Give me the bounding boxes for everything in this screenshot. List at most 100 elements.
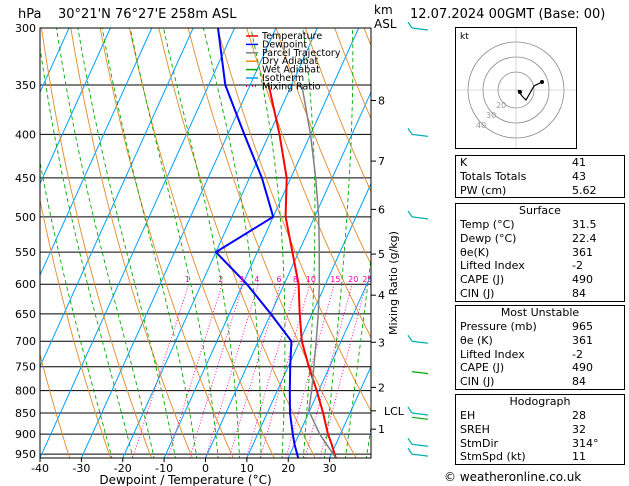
row-value: 31.5 (572, 218, 597, 231)
wet-adiabat-line (202, 28, 262, 458)
isotherm-line (80, 28, 277, 458)
hodograph-trace (517, 81, 543, 101)
mixing-ratio-line (189, 284, 244, 458)
x-tick-label: -40 (31, 462, 49, 475)
x-tick-label: -20 (114, 462, 132, 475)
row-value: 22.4 (572, 231, 597, 245)
hodograph-storm-motion (540, 80, 544, 84)
row-label: K (460, 156, 468, 169)
mixing-ratio-label: 25 (362, 275, 372, 284)
row-value: 11 (572, 450, 586, 464)
dry-adiabat-line (304, 28, 371, 193)
datetime-title: 12.07.2024 00GMT (Base: 00) (410, 7, 606, 22)
units-label: hPa (18, 7, 42, 22)
hodograph-ring-label: 20 (496, 101, 506, 110)
hodograph-origin (518, 90, 522, 94)
profile-parcel-trajectory (301, 84, 337, 458)
pressure-tick-label: 400 (15, 128, 36, 141)
legend-label: Mixing Ratio (262, 81, 321, 92)
wind-barb-shaft (411, 453, 429, 457)
row-label: Temp (°C) (460, 218, 515, 231)
mixing-ratio-line (304, 284, 353, 458)
row-label: θe (K) (460, 333, 493, 347)
wind-barb-shaft (411, 412, 429, 416)
mixing-ratio-label: 20 (348, 275, 358, 284)
row-value: 490 (572, 361, 593, 375)
pressure-tick-label: 550 (15, 246, 36, 259)
mixing-ratio-label: 1 (185, 275, 190, 284)
wet-adiabat-line (77, 28, 176, 458)
row-value: 965 (572, 320, 593, 333)
wind-barbs (407, 21, 429, 457)
pressure-tick-label: 450 (15, 172, 36, 185)
mixing-ratio-line (228, 284, 281, 458)
table-row: StmDir 314° (456, 437, 624, 451)
table-row: CIN (J) 84 (456, 375, 624, 389)
row-label: StmSpd (kt) (460, 450, 526, 464)
table-row: θe(K) 361 (456, 246, 624, 260)
dry-adiabat-line (40, 197, 112, 458)
wet-adiabat-line (302, 28, 316, 458)
table-row: Temp (°C) 31.5 (456, 218, 624, 232)
hodograph: kt 20 30 40 (455, 27, 577, 149)
dry-adiabat-line (40, 352, 71, 458)
legend-label: Dewpoint (262, 39, 307, 50)
table-row: K 41 (456, 156, 624, 170)
row-value: 28 (572, 409, 586, 422)
surface-panel: Surface Temp (°C) 31.5 Dewp (°C) 22.4 θe(K) 3… (455, 203, 625, 302)
wind-barb-flag (407, 437, 413, 445)
wind-barb-flag (407, 21, 413, 29)
row-value: 490 (572, 273, 593, 287)
table-row: Lifted Index -2 (456, 259, 624, 273)
mixing-ratio-line (132, 284, 190, 458)
pressure-tick-label: 950 (15, 448, 36, 461)
hodograph-panel: Hodograph EH 28 SREH 32 StmDir 314° StmSpd (kt… (455, 394, 625, 466)
wet-adiabat-line (345, 254, 371, 458)
wind-barb-flag (407, 406, 413, 414)
pressure-tick-label: 300 (15, 22, 36, 35)
wind-barb-flag (407, 210, 413, 218)
row-label: CAPE (J) (460, 361, 505, 375)
pressure-tick-label: 800 (15, 385, 36, 398)
x-tick-label: 20 (281, 462, 295, 475)
isotherm-line (329, 365, 371, 458)
wind-barb-shaft (411, 416, 429, 420)
mixing-ratio-line (205, 284, 259, 458)
isotherm-line (40, 28, 235, 458)
pressure-tick-label: 350 (15, 79, 36, 92)
wind-barb-shaft (411, 27, 429, 31)
row-label: CIN (J) (460, 375, 495, 389)
row-value: 43 (572, 169, 586, 183)
legend-label: Dry Adiabat (262, 56, 319, 67)
wet-adiabat-line (56, 28, 155, 458)
indices-panel: K 41 Totals Totals 43 PW (cm) 5.62 (455, 155, 625, 199)
hodograph-unit-label: kt (460, 32, 469, 42)
mixing-ratio-label: 10 (306, 275, 316, 284)
x-tick-label: 30 (323, 462, 337, 475)
x-tick-label: 0 (202, 462, 209, 475)
km-tick-label: 7 (378, 155, 385, 168)
table-row: Lifted Index -2 (456, 348, 624, 362)
table-row: PW (cm) 5.62 (456, 184, 624, 198)
wind-barb-shaft (411, 340, 429, 344)
table-row: CIN (J) 84 (456, 287, 624, 301)
dry-adiabat-line (187, 28, 357, 458)
dry-adiabat-line (158, 28, 316, 458)
x-tick-label: -30 (72, 462, 90, 475)
isotherm-line (122, 28, 318, 458)
wet-adiabat-line (40, 44, 134, 458)
isotherm-line (205, 90, 371, 458)
pressure-tick-label: 900 (15, 428, 36, 441)
footer-credit: © weatheronline.co.uk (444, 470, 582, 484)
row-value: 314° (572, 436, 599, 450)
row-value: 84 (572, 375, 586, 389)
dry-adiabat-line (216, 28, 371, 413)
table-row: SREH 32 (456, 423, 624, 437)
table-row: Pressure (mb) 965 (456, 320, 624, 334)
table-row: Dewp (°C) 22.4 (456, 232, 624, 246)
mixing-ratio-line (246, 284, 298, 458)
most-unstable-panel: Most Unstable Pressure (mb) 965 θe (K) 361 L… (455, 305, 625, 390)
most-unstable-title: Most Unstable (500, 306, 580, 319)
